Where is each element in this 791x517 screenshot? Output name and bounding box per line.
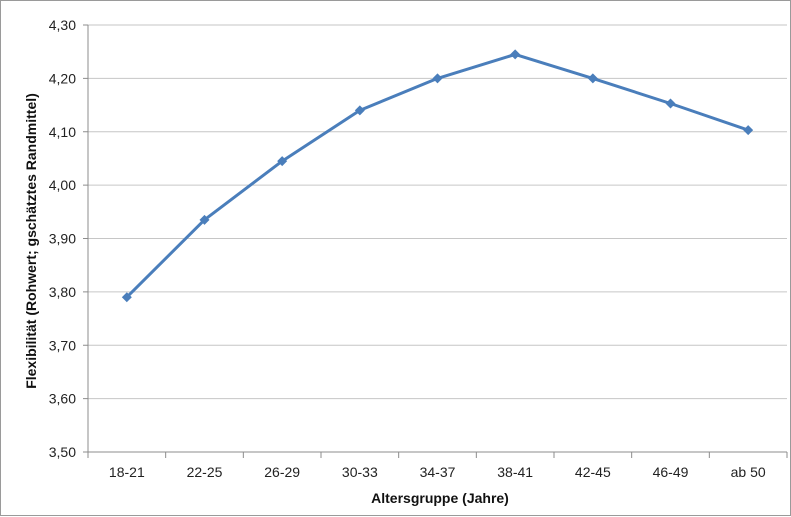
y-tick-labels: 3,50 3,60 3,70 3,80 3,90 4,00 4,10 4,20 4,30	[49, 17, 76, 460]
data-point-marker	[743, 125, 754, 136]
data-point-marker	[587, 73, 598, 84]
x-tick-label: ab 50	[731, 464, 766, 480]
data-point-marker	[510, 49, 521, 60]
data-point-marker	[665, 98, 676, 109]
x-tick-label: 22-25	[187, 464, 223, 480]
y-tick-label: 3,50	[49, 444, 76, 460]
data-series	[121, 49, 754, 303]
x-tick-label: 46-49	[653, 464, 689, 480]
y-tick-label: 3,70	[49, 337, 76, 353]
x-tick-label: 30-33	[342, 464, 378, 480]
y-tick-label: 3,60	[49, 391, 76, 407]
x-tick-label: 18-21	[109, 464, 145, 480]
y-tick-label: 3,90	[49, 231, 76, 247]
y-tick-label: 4,00	[49, 177, 76, 193]
y-tick-label: 4,30	[49, 17, 76, 33]
gridlines	[88, 24, 787, 400]
x-tick-labels: 18-21 22-25 26-29 30-33 34-37 38-41 42-45 46-49…	[109, 464, 766, 480]
data-point-marker	[432, 73, 443, 84]
x-axis-title: Altersgruppe (Jahre)	[371, 490, 509, 506]
x-tick-label: 34-37	[420, 464, 456, 480]
x-tick-label: 26-29	[264, 464, 300, 480]
series-line	[125, 52, 749, 299]
data-point-marker	[121, 292, 132, 303]
y-axis-title: Flexibilität (Rohwert; gschätztes Randmi…	[23, 93, 39, 389]
x-tick-label: 38-41	[497, 464, 533, 480]
x-tick-label: 42-45	[575, 464, 611, 480]
data-point-marker	[199, 214, 210, 225]
data-point-marker	[354, 105, 365, 116]
y-tick-label: 4,20	[49, 70, 76, 86]
y-tick-label: 4,10	[49, 124, 76, 140]
y-tick-label: 3,80	[49, 284, 76, 300]
axes	[83, 24, 788, 458]
data-point-marker	[277, 156, 288, 167]
